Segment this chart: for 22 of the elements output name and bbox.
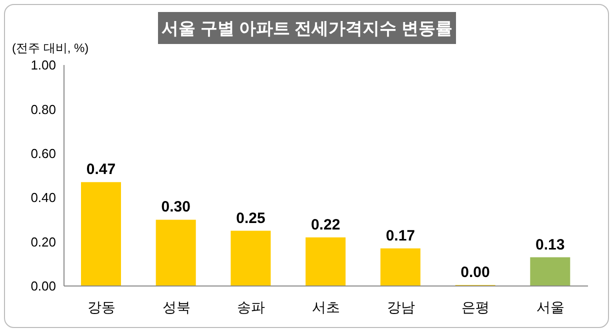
y-tick-label: 0.40: [30, 190, 56, 206]
data-label: 0.30: [161, 198, 190, 216]
y-tick-label: 0.00: [30, 278, 56, 294]
data-label: 0.00: [460, 264, 490, 281]
y-tick-label: 1.00: [30, 58, 56, 73]
x-tick-label: 서초: [312, 298, 340, 315]
data-label: 0.17: [386, 227, 416, 244]
x-tick-label: 성북: [162, 298, 190, 315]
data-label: 0.13: [536, 236, 565, 254]
y-tick-label: 0.20: [30, 234, 56, 250]
x-tick-label: 서울: [536, 298, 565, 315]
x-tick-label: 강동: [87, 298, 116, 315]
data-label: 0.47: [86, 161, 116, 178]
x-tick-label: 은평: [462, 298, 490, 315]
x-tick-label: 송파: [237, 298, 266, 315]
chart-title: 서울 구별 아파트 전세가격지수 변동률: [158, 12, 456, 44]
y-axis-title: (전주 대비, %): [12, 40, 89, 57]
y-tick-label: 0.80: [30, 102, 56, 117]
data-label: 0.22: [310, 216, 340, 234]
y-tick-label: 0.60: [30, 146, 56, 162]
data-label: 0.25: [236, 210, 266, 227]
x-tick-label: 강남: [386, 298, 415, 315]
